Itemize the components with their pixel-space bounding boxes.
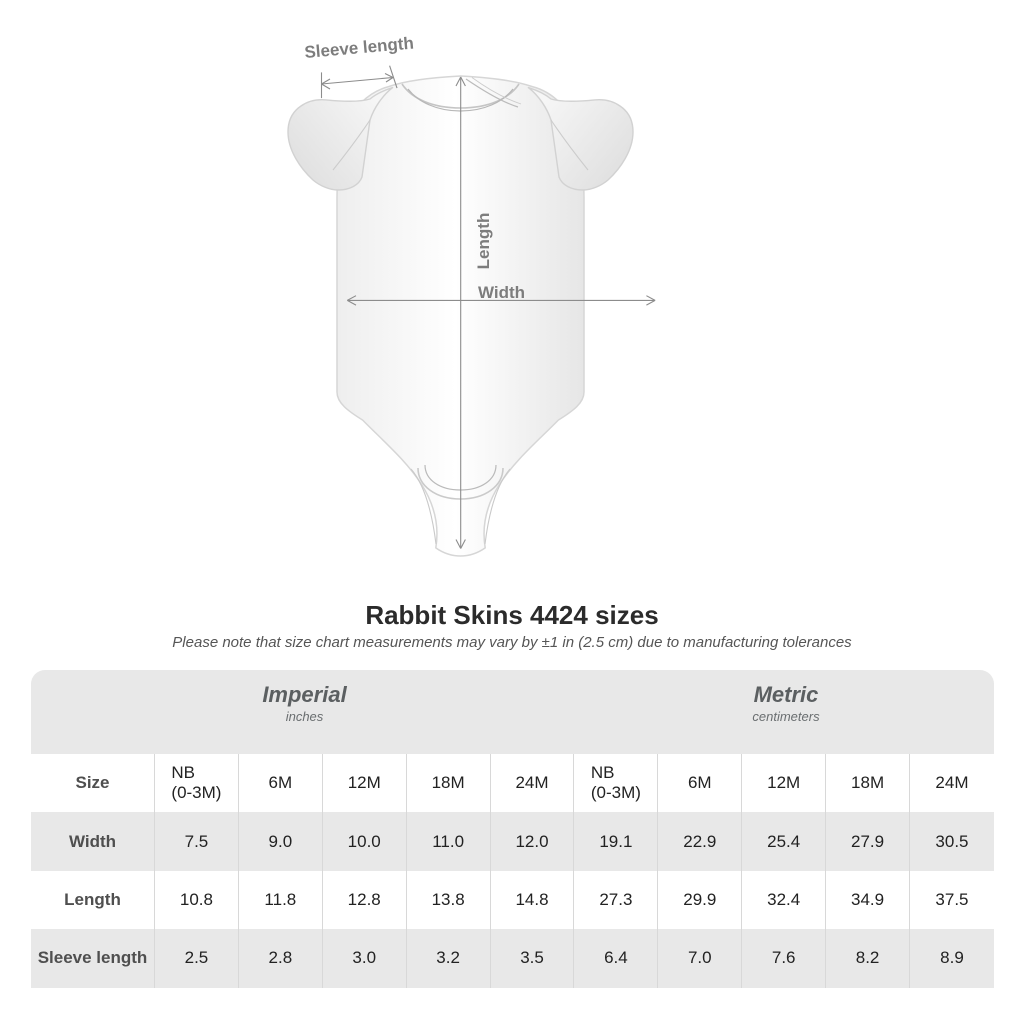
svg-text:Length: Length [474,213,493,270]
svg-text:Sleeve length: Sleeve length [304,34,415,62]
svg-text:Width: Width [478,283,525,302]
